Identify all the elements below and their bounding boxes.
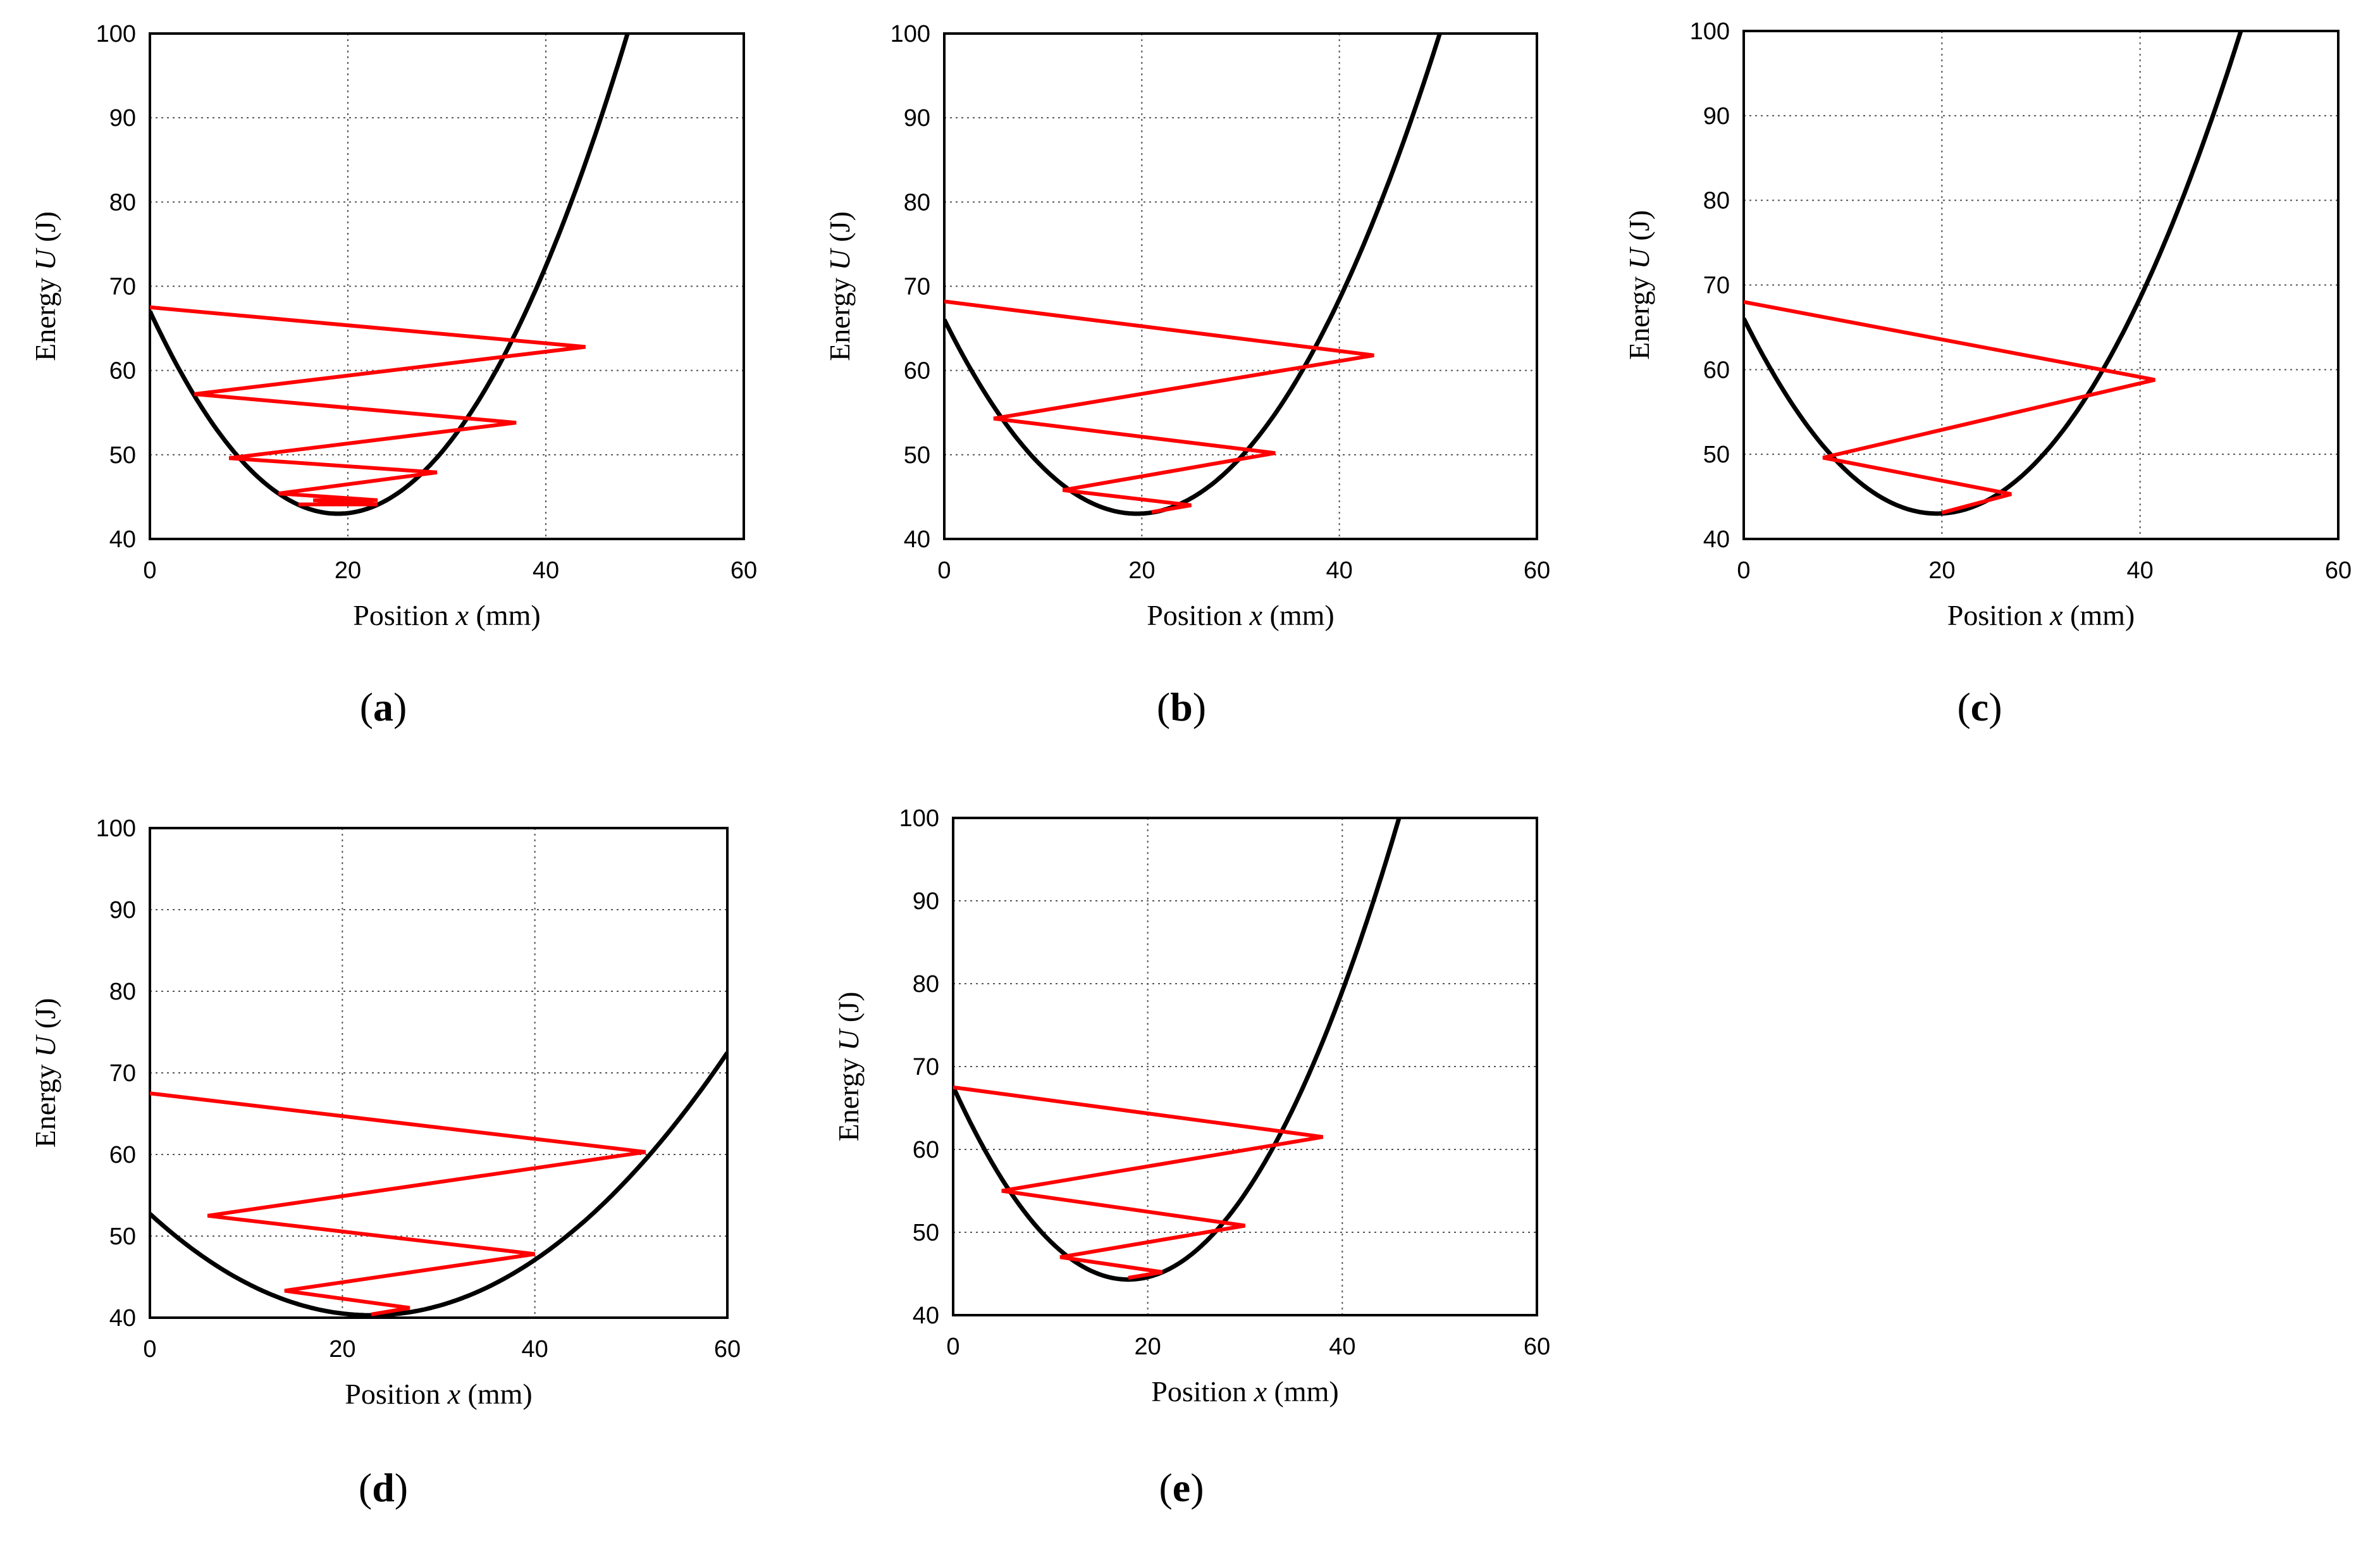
- y-tick-label: 60: [109, 1142, 136, 1168]
- y-tick-label: 90: [913, 888, 939, 915]
- x-tick-label: 60: [731, 557, 757, 584]
- y-tick-label: 100: [891, 21, 930, 47]
- energy-curve: [1744, 31, 2243, 516]
- y-tick-label: 50: [1703, 442, 1730, 468]
- plot-frame: [943, 32, 1538, 540]
- y-tick-label: 90: [109, 897, 136, 924]
- chart-panel-c: 0 20 40 60 40 50 60 70 80 90 100 Position x (mm) Ene…: [1623, 18, 2352, 729]
- trajectory-line: [1744, 300, 2155, 515]
- y-tick-label: 60: [109, 358, 136, 385]
- y-tick-label: 40: [913, 1303, 939, 1329]
- x-tick-label: 60: [2325, 557, 2352, 584]
- y-tick-label: 80: [904, 189, 930, 216]
- x-tick-label: 60: [1524, 1334, 1550, 1360]
- x-tick-label: 20: [1128, 557, 1155, 584]
- x-axis-label: Position x (mm): [1947, 599, 2135, 631]
- y-tick-label: 50: [904, 442, 930, 469]
- y-tick-label: 70: [913, 1054, 939, 1080]
- y-tick-label: 80: [109, 189, 136, 216]
- y-tick-label: 40: [1703, 526, 1730, 553]
- y-axis-label: Energy U (J): [1623, 210, 1655, 360]
- y-tick-label: 40: [109, 1305, 136, 1332]
- y-tick-label: 70: [1703, 273, 1730, 299]
- chart-panel-b: 0 20 40 60 40 50 60 70 80 90 100 Position x (mm) Ene…: [823, 21, 1550, 729]
- x-axis-label: Position x (mm): [345, 1378, 532, 1410]
- y-tick-label: 40: [109, 526, 136, 553]
- x-tick-label: 20: [335, 557, 361, 584]
- x-axis-label: Position x (mm): [1147, 599, 1334, 631]
- y-axis-label: Energy U (J): [29, 211, 61, 361]
- x-tick-label: 20: [1928, 557, 1955, 584]
- x-axis-label: Position x (mm): [1151, 1375, 1338, 1408]
- chart-panel-d: 0 20 40 60 40 50 60 70 80 90 100 Position x (mm) Ene…: [29, 815, 741, 1510]
- x-tick-label: 60: [1524, 557, 1550, 584]
- x-tick-label: 20: [329, 1336, 355, 1363]
- x-tick-label: 40: [1326, 557, 1353, 584]
- energy-curve: [150, 1051, 727, 1318]
- plot-frame: [149, 32, 745, 540]
- trajectory-line: [150, 1091, 646, 1316]
- y-tick-label: 80: [109, 979, 136, 1005]
- plot-frame: [149, 827, 729, 1319]
- y-tick-label: 60: [1703, 357, 1730, 383]
- y-tick-label: 60: [904, 358, 930, 385]
- trajectory-line: [150, 305, 586, 507]
- y-tick-label: 50: [109, 442, 136, 469]
- panel-label: (a): [360, 684, 407, 729]
- chart-panel-e: 0 20 40 60 40 50 60 70 80 90 100 Position x (mm) Ene…: [832, 805, 1550, 1510]
- y-tick-label: 100: [899, 805, 939, 832]
- x-axis-label: Position x (mm): [353, 599, 540, 631]
- y-tick-label: 100: [1690, 18, 1730, 45]
- x-tick-label: 0: [946, 1334, 959, 1360]
- y-tick-label: 90: [904, 105, 930, 132]
- x-tick-label: 0: [937, 557, 951, 584]
- panel-label: (d): [359, 1465, 408, 1510]
- y-tick-label: 100: [96, 21, 136, 47]
- y-tick-label: 80: [1703, 188, 1730, 214]
- y-tick-label: 60: [913, 1137, 939, 1163]
- y-axis-label: Energy U (J): [29, 998, 61, 1148]
- panel-label: (b): [1157, 684, 1206, 729]
- chart-panel-a: 0 20 40 60 40 50 60 70 80 90 100 Position x (mm) Ene…: [29, 21, 757, 729]
- y-tick-label: 50: [913, 1220, 939, 1246]
- y-axis-label: Energy U (J): [832, 992, 865, 1142]
- trajectory-line: [944, 299, 1374, 514]
- y-axis-label: Energy U (J): [823, 211, 856, 361]
- plot-frame: [1742, 30, 2340, 540]
- x-tick-label: 0: [143, 1336, 156, 1363]
- y-tick-label: 40: [904, 526, 930, 553]
- y-tick-label: 70: [904, 274, 930, 300]
- x-tick-label: 0: [143, 557, 156, 584]
- x-tick-label: 40: [533, 557, 559, 584]
- x-tick-label: 40: [2127, 557, 2154, 584]
- panel-label: (c): [1957, 684, 2002, 729]
- x-tick-label: 40: [522, 1336, 548, 1363]
- trajectory-line: [953, 1085, 1324, 1280]
- energy-curve: [150, 34, 630, 516]
- plot-frame: [952, 817, 1538, 1316]
- panel-label: (e): [1159, 1465, 1204, 1510]
- y-tick-label: 70: [109, 1060, 136, 1087]
- y-tick-label: 50: [109, 1223, 136, 1250]
- y-tick-label: 70: [109, 274, 136, 300]
- x-tick-label: 20: [1135, 1334, 1161, 1360]
- y-tick-label: 80: [913, 971, 939, 998]
- x-tick-label: 40: [1329, 1334, 1355, 1360]
- y-tick-label: 90: [1703, 103, 1730, 130]
- x-tick-label: 0: [1737, 557, 1750, 584]
- y-tick-label: 90: [109, 105, 136, 132]
- x-tick-label: 60: [714, 1336, 741, 1363]
- energy-curve: [953, 818, 1402, 1282]
- y-tick-label: 100: [96, 815, 136, 842]
